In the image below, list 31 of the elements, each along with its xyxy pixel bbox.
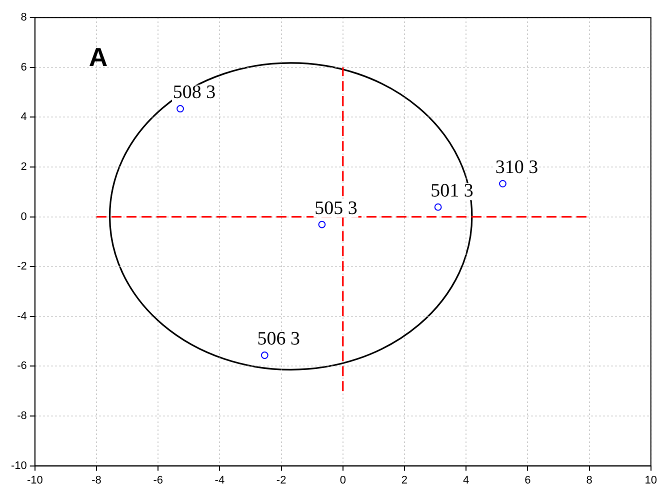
x-tick-label: -2 <box>276 474 286 486</box>
x-tick-label: 10 <box>644 474 658 486</box>
x-tick-label: 8 <box>586 474 592 486</box>
y-tick-label: 8 <box>20 12 27 24</box>
y-tick-label: -10 <box>10 460 27 472</box>
point <box>499 180 506 188</box>
x-tick-label: -8 <box>92 474 102 486</box>
point <box>260 352 268 359</box>
x-tick-label: 2 <box>401 474 408 486</box>
x-tick-label: 4 <box>463 474 470 486</box>
y-tick-label: -4 <box>17 310 27 322</box>
y-tick-label: -2 <box>17 260 27 273</box>
y-tick-label: 4 <box>20 111 27 124</box>
y-tick-label: -6 <box>17 360 27 372</box>
y-tick-label: -8 <box>17 410 27 422</box>
annotation: 506 3 <box>257 328 300 350</box>
annotation: 505 3 <box>314 198 358 220</box>
point <box>176 105 184 112</box>
y-tick-label: 2 <box>20 161 27 174</box>
y-tick-label: 0 <box>20 210 27 223</box>
x-tick-label: -6 <box>153 474 163 486</box>
y-tick-label: 6 <box>20 61 27 74</box>
point <box>434 203 442 211</box>
annotation: 501 3 <box>430 180 474 202</box>
annotation: 310 3 <box>495 157 538 178</box>
point <box>318 220 326 228</box>
x-tick-label: -4 <box>214 474 225 486</box>
annotation: 508 3 <box>172 82 216 104</box>
x-tick-label: 0 <box>340 474 346 486</box>
x-tick-label: 6 <box>524 474 531 486</box>
annotation: A <box>88 42 108 72</box>
